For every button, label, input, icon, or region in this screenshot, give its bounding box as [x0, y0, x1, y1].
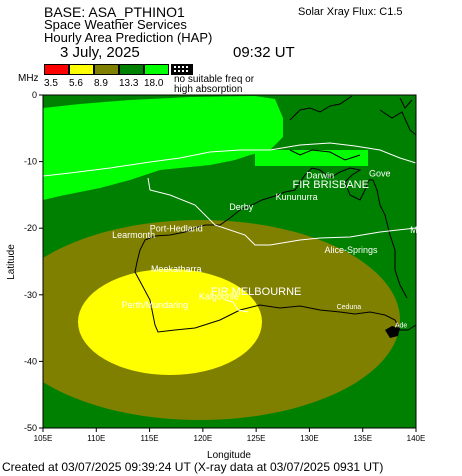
forecast-date: 3 July, 2025 [60, 44, 140, 61]
place-label: Ade [395, 322, 408, 329]
x-tick-label: 125E [247, 434, 266, 443]
place-label: Ceduna [337, 304, 362, 311]
x-tick-label: 120E [194, 434, 213, 443]
place-label: Learmonth [112, 230, 155, 240]
legend-swatch [119, 64, 144, 75]
x-tick-label: 110E [87, 434, 105, 443]
legend-swatch [94, 64, 119, 75]
place-label: Perth/Mundaring [122, 300, 189, 310]
footer-created: Created at 03/07/2025 09:39:24 UT (X-ray… [2, 460, 384, 474]
place-label: Kalgoorlie [199, 291, 239, 301]
place-label: FIR BRISBANE [293, 179, 369, 191]
legend-swatch [44, 64, 69, 75]
legend-swatch [69, 64, 94, 75]
legend-swatch [144, 64, 169, 75]
place-label: Kununurra [276, 192, 318, 202]
light-green-zone [43, 96, 283, 200]
yellow-zone [78, 269, 262, 375]
product-title: Hourly Area Prediction (HAP) [44, 30, 213, 45]
y-tick-label: -40 [24, 356, 37, 366]
place-label: Port-Hedland [150, 224, 203, 234]
y-tick-label: -10 [24, 157, 37, 167]
y-tick-label: -50 [24, 423, 37, 433]
place-label: M [410, 225, 418, 235]
legend-unit: MHz [18, 73, 39, 84]
legend-swatch-label: 8.9 [94, 78, 108, 89]
x-tick-label: 105E [34, 434, 53, 443]
coastline [134, 167, 416, 333]
legend-swatch-label: 18.0 [144, 78, 164, 89]
no-freq-swatch [171, 64, 193, 75]
place-label: Alice-Springs [324, 245, 378, 255]
y-axis-label: Latitude [6, 244, 17, 280]
x-tick-label: 140E [407, 434, 426, 443]
x-tick-label: 115E [141, 434, 159, 443]
place-label: Meekatharra [151, 264, 202, 274]
legend-swatch-label: 5.6 [69, 78, 83, 89]
forecast-time: 09:32 UT [233, 44, 295, 61]
no-freq-label-line1: no suitable freq or [174, 74, 255, 85]
service-title: Space Weather Services [44, 17, 187, 32]
tasmania [385, 326, 400, 338]
plot-frame [42, 94, 417, 429]
axis-ticks: 105E 110E 115E 120E 125E 130E 135E 140E 0 -10 -20 -… [24, 90, 425, 443]
y-tick-label: -30 [24, 290, 37, 300]
legend-swatch-label: 13.3 [119, 78, 139, 89]
y-tick-label: 0 [32, 90, 37, 100]
no-freq-label-line2: high absorption [174, 84, 243, 95]
place-label: Darwin [306, 170, 334, 180]
legend-swatch-label: 3.5 [44, 78, 58, 89]
place-label: FIR MELBOURNE [211, 286, 301, 298]
y-tick-label: -20 [24, 223, 37, 233]
x-tick-label: 135E [353, 434, 372, 443]
fir-boundary [43, 142, 416, 313]
light-green-band [255, 150, 368, 166]
place-label: Gove [369, 168, 391, 178]
xray-flux: Solar Xray Flux: C1.5 [298, 6, 403, 18]
x-tick-label: 130E [300, 434, 319, 443]
coastline-north [289, 95, 416, 161]
base-title: BASE: ASA_PTHINO1 [44, 4, 185, 20]
x-axis-label: Longitude [207, 450, 251, 461]
place-label: Derby [229, 202, 254, 212]
